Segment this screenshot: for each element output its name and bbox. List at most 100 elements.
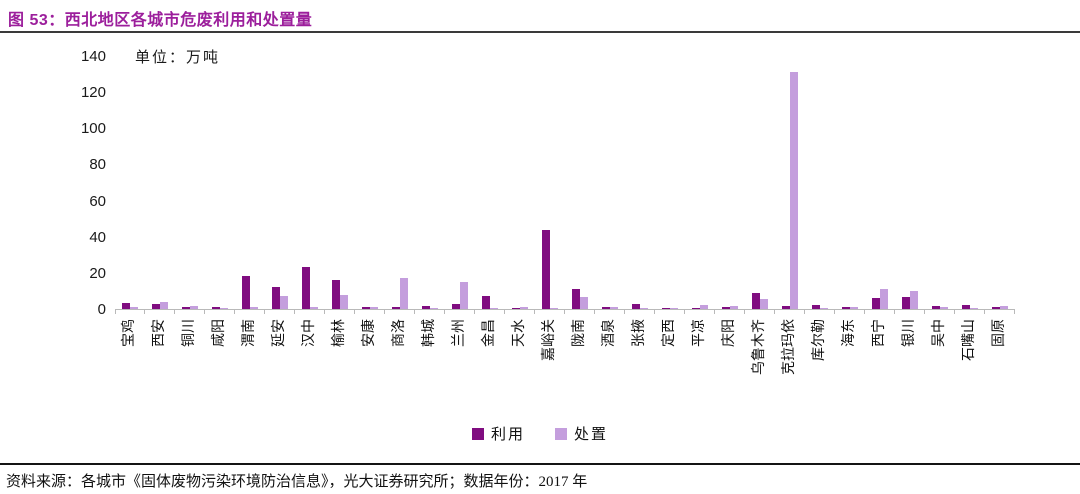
x-tick: 渭南 bbox=[235, 315, 265, 420]
bar-利用 bbox=[122, 302, 130, 309]
x-tick: 张掖 bbox=[625, 315, 655, 420]
bar-group bbox=[985, 57, 1015, 314]
y-axis-ticks: 0 20 40 60 80 100 120 140 bbox=[0, 33, 106, 333]
bar-利用 bbox=[542, 229, 550, 309]
x-tick-label: 张掖 bbox=[632, 319, 647, 347]
bar-处置 bbox=[280, 296, 288, 309]
x-tick-label: 咸阳 bbox=[212, 319, 227, 347]
bar-利用 bbox=[182, 307, 190, 309]
bar-处置 bbox=[220, 308, 228, 309]
bar-处置 bbox=[190, 306, 198, 309]
bar-group bbox=[445, 57, 475, 314]
x-tick: 陇南 bbox=[565, 315, 595, 420]
x-tick: 平凉 bbox=[685, 315, 715, 420]
bar-chart: 单位：万吨 0 20 40 60 80 100 120 140 宝鸡 西安 铜川 咸阳 渭南 延安 汉中榆… bbox=[0, 33, 1080, 463]
chart-legend: 利用 处置 bbox=[0, 423, 1080, 444]
x-tick-label: 金昌 bbox=[482, 319, 497, 347]
y-tick-label: 100 bbox=[80, 120, 106, 138]
bar-group bbox=[865, 57, 895, 314]
bar-处置 bbox=[760, 299, 768, 309]
bar-group bbox=[355, 57, 385, 314]
x-tick-label: 铜川 bbox=[182, 319, 197, 347]
bar-处置 bbox=[820, 308, 828, 309]
x-tick: 银川 bbox=[895, 315, 925, 420]
bar-group bbox=[595, 57, 625, 314]
bar-利用 bbox=[902, 297, 910, 309]
figure-title: 图 53：西北地区各城市危废利用和处置量 bbox=[8, 12, 313, 29]
bar-group bbox=[505, 57, 535, 314]
bar-group bbox=[625, 57, 655, 314]
x-tick-label: 克拉玛依 bbox=[782, 319, 797, 375]
bar-利用 bbox=[932, 306, 940, 309]
bar-利用 bbox=[662, 308, 670, 309]
bar-利用 bbox=[722, 307, 730, 309]
x-tick: 商洛 bbox=[385, 315, 415, 420]
bar-group bbox=[925, 57, 955, 314]
bar-利用 bbox=[392, 307, 400, 309]
legend-label: 处置 bbox=[574, 427, 609, 443]
footer-divider bbox=[0, 463, 1080, 465]
x-tick: 酒泉 bbox=[595, 315, 625, 420]
bar-处置 bbox=[130, 307, 138, 309]
bar-处置 bbox=[610, 307, 618, 309]
bar-处置 bbox=[670, 308, 678, 309]
x-tick: 石嘴山 bbox=[955, 315, 985, 420]
bar-处置 bbox=[880, 289, 888, 309]
y-tick-label: 140 bbox=[80, 48, 106, 65]
x-tick: 嘉峪关 bbox=[535, 315, 565, 420]
bar-利用 bbox=[782, 306, 790, 309]
x-tick-label: 酒泉 bbox=[602, 319, 617, 347]
bar-利用 bbox=[572, 289, 580, 309]
x-tick-label: 陇南 bbox=[572, 319, 587, 347]
x-tick: 海东 bbox=[835, 315, 865, 420]
bar-group bbox=[175, 57, 205, 314]
bar-处置 bbox=[160, 301, 168, 309]
y-tick-label: 80 bbox=[89, 156, 106, 174]
bar-利用 bbox=[872, 298, 880, 309]
bar-利用 bbox=[752, 292, 760, 309]
x-tick: 乌鲁木齐 bbox=[745, 315, 775, 420]
bar-利用 bbox=[302, 267, 310, 309]
x-tick: 延安 bbox=[265, 315, 295, 420]
title-divider bbox=[0, 31, 1080, 33]
x-tick: 咸阳 bbox=[205, 315, 235, 420]
legend-swatch-icon bbox=[471, 427, 484, 440]
bar-处置 bbox=[970, 308, 978, 309]
bar-处置 bbox=[700, 305, 708, 309]
x-tick: 西宁 bbox=[865, 315, 895, 420]
bar-group bbox=[655, 57, 685, 314]
bar-利用 bbox=[992, 307, 1000, 309]
x-tick: 榆林 bbox=[325, 315, 355, 420]
x-tick: 金昌 bbox=[475, 315, 505, 420]
bar-group bbox=[745, 57, 775, 314]
bar-利用 bbox=[152, 303, 160, 309]
x-tick: 宝鸡 bbox=[115, 315, 145, 420]
bar-处置 bbox=[490, 308, 498, 309]
x-tick: 库尔勒 bbox=[805, 315, 835, 420]
bar-利用 bbox=[422, 306, 430, 309]
y-tick-label: 0 bbox=[97, 301, 106, 318]
bar-处置 bbox=[1000, 306, 1008, 309]
x-tick-label: 渭南 bbox=[242, 319, 257, 347]
x-tick-label: 库尔勒 bbox=[812, 319, 827, 361]
legend-item: 利用 bbox=[471, 423, 525, 444]
x-tick: 吴中 bbox=[925, 315, 955, 420]
bar-group bbox=[565, 57, 595, 314]
bar-group bbox=[325, 57, 355, 314]
bar-处置 bbox=[370, 307, 378, 309]
bar-利用 bbox=[212, 307, 220, 309]
bar-处置 bbox=[790, 72, 798, 309]
bar-利用 bbox=[452, 304, 460, 309]
x-tick-label: 商洛 bbox=[392, 319, 407, 347]
bar-group bbox=[115, 57, 145, 314]
bar-利用 bbox=[332, 280, 340, 309]
bar-处置 bbox=[250, 307, 258, 309]
bar-利用 bbox=[482, 296, 490, 309]
x-tick: 克拉玛依 bbox=[775, 315, 805, 420]
bar-利用 bbox=[962, 305, 970, 309]
x-tick-label: 西宁 bbox=[872, 319, 887, 347]
bar-group bbox=[895, 57, 925, 314]
bar-利用 bbox=[272, 287, 280, 309]
x-tick: 天水 bbox=[505, 315, 535, 420]
x-tick-label: 海东 bbox=[842, 319, 857, 347]
